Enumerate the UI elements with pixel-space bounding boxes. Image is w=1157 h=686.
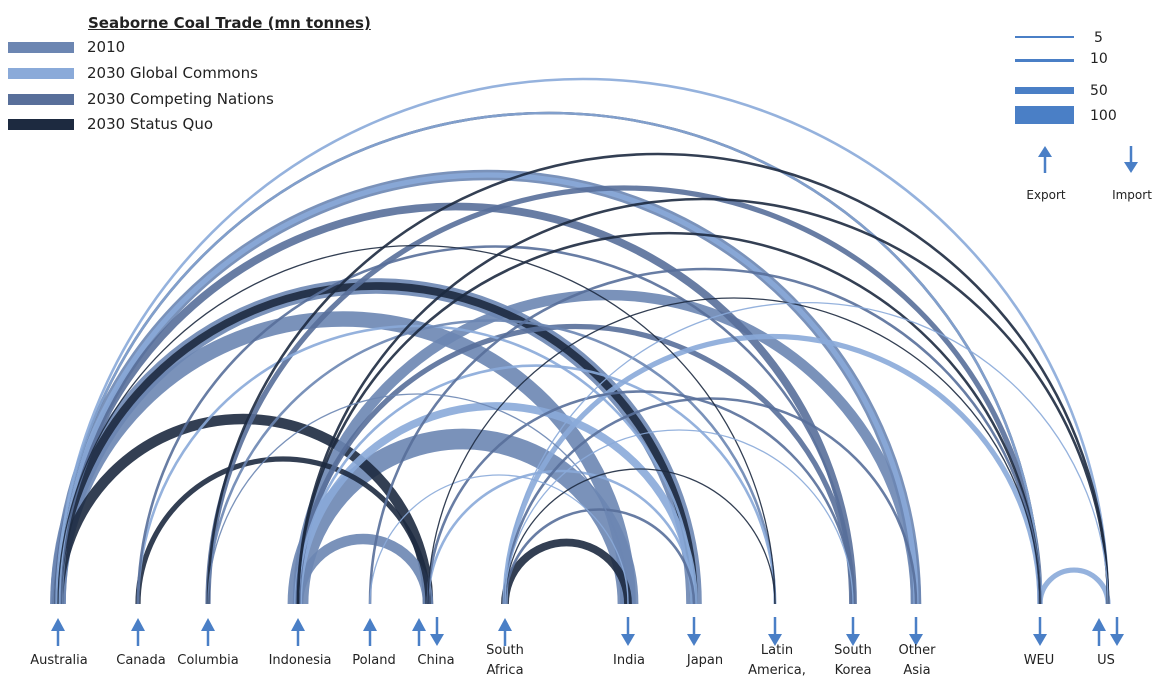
flow-arc-australia-latin_america <box>57 244 776 605</box>
legend-title: Seaborne Coal Trade (mn tonnes) <box>88 14 371 32</box>
import-arrow-icon-weu <box>1033 617 1047 646</box>
legend-label-2010: 2010 <box>87 38 126 56</box>
flow-arc-indonesia-india <box>287 428 639 605</box>
flow-arcs <box>50 77 1111 605</box>
flow-arc-south_africa-india <box>501 538 632 605</box>
import-label: Import <box>1112 188 1152 202</box>
import-arrow-icon-latin-america <box>768 617 782 646</box>
legend-label-status-quo: 2030 Status Quo <box>87 115 213 133</box>
node-label-india: India <box>613 653 645 668</box>
node-label-weu: WEU <box>1023 653 1055 668</box>
node-label-south-africa: South Africa <box>486 643 524 678</box>
legend-label-competing-nations: 2030 Competing Nations <box>87 90 274 108</box>
import-arrow-icon-india <box>621 617 635 646</box>
legend-swatch-global-commons <box>8 67 74 79</box>
node-label-us: US <box>1097 653 1115 668</box>
scale-bar-10 <box>1015 59 1074 62</box>
flow-arc-south_africa-latin_america <box>504 468 776 605</box>
scale-label-100: 100 <box>1090 108 1117 124</box>
scale-bar-50 <box>1015 87 1074 94</box>
legend-swatch-status-quo <box>8 118 74 130</box>
export-arrow-icon-indonesia <box>291 618 305 646</box>
legend-item-status-quo: 2030 Status Quo <box>8 114 213 134</box>
flow-arc-columbia-latin_america <box>206 319 777 605</box>
flow-arc-indonesia-other_asia <box>292 289 922 605</box>
flow-arc-indonesia-us <box>296 197 1110 605</box>
flow-arc-china-south_korea <box>426 390 855 605</box>
import-arrow-icon <box>1124 146 1138 173</box>
flow-arc-columbia-weu <box>205 185 1043 605</box>
scale-label-5: 5 <box>1094 30 1103 46</box>
flow-arc-south_africa-us <box>504 301 1109 605</box>
legend-swatch-competing-nations <box>8 93 74 105</box>
flow-arc-poland-india <box>369 474 629 605</box>
node-label-japan: Japan <box>686 653 724 668</box>
flow-arc-australia-south_korea <box>54 202 857 605</box>
export-arrow-icon-australia <box>51 618 65 646</box>
node-label-south-korea: South Korea <box>834 643 872 678</box>
export-arrow-icon-china <box>412 618 426 646</box>
export-arrow-icon-columbia <box>201 618 215 646</box>
import-arrow-icon-japan <box>687 617 701 646</box>
flow-arc-us-weu <box>1037 567 1111 605</box>
node-label-poland: Poland <box>352 653 396 668</box>
legend-swatch-2010 <box>8 41 74 53</box>
legend-item-2010: 2010 <box>8 37 125 57</box>
flow-arc-canada-japan <box>136 324 696 605</box>
import-arrow-icon-other-asia <box>909 617 923 646</box>
flow-arc-indonesia-china <box>292 533 434 605</box>
legend-item-competing-nations: 2030 Competing Nations <box>8 89 274 109</box>
flow-arc-australia-us <box>56 77 1110 605</box>
node-label-indonesia: Indonesia <box>268 653 332 668</box>
node-label-canada: Canada <box>116 653 166 668</box>
flow-arc-australia-japan <box>54 282 698 605</box>
flow-arc-south_africa-south_korea <box>504 429 854 605</box>
import-arrow-icon-us <box>1110 617 1124 646</box>
export-arrow-icon <box>1038 146 1052 173</box>
scale-bar-100 <box>1015 106 1074 124</box>
scale-legend <box>1015 36 1138 173</box>
legend-item-global-commons: 2030 Global Commons <box>8 63 258 83</box>
flow-arc-indonesia-south_korea <box>295 323 856 605</box>
flow-arc-canada-south_korea <box>136 245 855 605</box>
import-arrow-icon-china <box>430 617 444 646</box>
node-label-columbia: Columbia <box>177 653 239 668</box>
export-label: Export <box>1026 188 1066 202</box>
flow-arc-china-japan <box>426 469 696 605</box>
flow-arc-south_africa-japan <box>503 508 696 605</box>
node-label-australia: Australia <box>30 653 88 668</box>
node-label-china: China <box>417 653 455 668</box>
flow-arc-australia-weu <box>56 111 1042 605</box>
flow-arc-china-weu <box>427 297 1041 605</box>
import-arrow-icon-south-korea <box>846 617 860 646</box>
export-arrow-icon-south-africa <box>498 618 512 646</box>
scale-label-50: 50 <box>1090 83 1108 99</box>
node-label-other-asia: Other Asia <box>898 643 936 678</box>
flow-arc-south_africa-weu <box>502 333 1043 605</box>
flow-arc-canada-china <box>135 456 431 605</box>
flow-arc-columbia-india <box>207 393 629 605</box>
export-arrow-icon-poland <box>363 618 377 646</box>
export-arrow-icon-canada <box>131 618 145 646</box>
scale-bar-5 <box>1015 36 1074 38</box>
node-arrows <box>51 617 1124 646</box>
node-label-latin-america: Latin America, <box>748 643 806 678</box>
flow-arc-australia-china <box>52 413 434 605</box>
flow-arc-indonesia-japan <box>294 402 698 605</box>
flow-arc-poland-weu <box>368 267 1042 605</box>
flow-arc-columbia-us <box>206 152 1110 605</box>
flow-arc-indonesia-weu <box>296 231 1042 605</box>
flow-arc-australia-other_asia <box>55 172 919 605</box>
legend-label-global-commons: 2030 Global Commons <box>87 64 258 82</box>
scale-label-10: 10 <box>1090 51 1108 67</box>
flow-arc-indonesia-latin_america <box>296 364 777 605</box>
export-arrow-icon-us <box>1092 618 1106 646</box>
